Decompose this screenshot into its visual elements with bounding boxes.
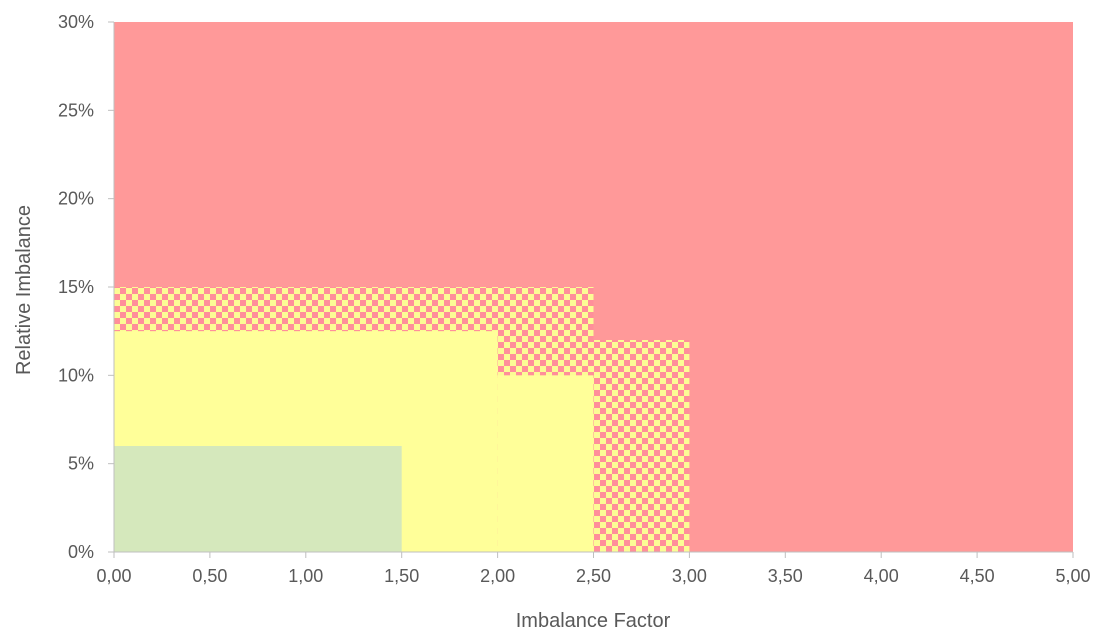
x-tick-label: 3,50 xyxy=(768,566,803,586)
y-tick-labels: 0% 5% 10% 15% 20% 25% 30% xyxy=(58,12,94,562)
x-tick-labels: 0,00 0,50 1,00 1,50 2,00 2,50 3,00 3,50 4,00 4,50… xyxy=(96,566,1090,586)
axes xyxy=(108,21,1074,558)
y-tick-label: 15% xyxy=(58,277,94,297)
x-tick-label: 2,50 xyxy=(576,566,611,586)
x-tick-label: 1,00 xyxy=(288,566,323,586)
y-tick-label: 25% xyxy=(58,100,94,120)
y-tick-label: 10% xyxy=(58,365,94,385)
y-tick-label: 20% xyxy=(58,189,94,209)
x-tick-label: 5,00 xyxy=(1055,566,1090,586)
x-tick-label: 0,50 xyxy=(192,566,227,586)
x-tick-label: 1,50 xyxy=(384,566,419,586)
x-tick-label: 0,00 xyxy=(96,566,131,586)
x-tick-label: 4,50 xyxy=(960,566,995,586)
region-yellow-4 xyxy=(497,375,594,552)
x-axis-title: Imbalance Factor xyxy=(516,610,671,630)
x-tick-label: 2,00 xyxy=(480,566,515,586)
plot-regions xyxy=(114,22,1073,552)
region-checkered-2 xyxy=(593,340,690,552)
y-tick-label: 5% xyxy=(68,454,94,474)
y-tick-label: 0% xyxy=(68,542,94,562)
y-tick-label: 30% xyxy=(58,12,94,32)
region-green-5 xyxy=(114,446,402,552)
y-axis-title: Relative Imbalance xyxy=(13,205,35,375)
x-tick-label: 4,00 xyxy=(864,566,899,586)
x-tick-label: 3,00 xyxy=(672,566,707,586)
